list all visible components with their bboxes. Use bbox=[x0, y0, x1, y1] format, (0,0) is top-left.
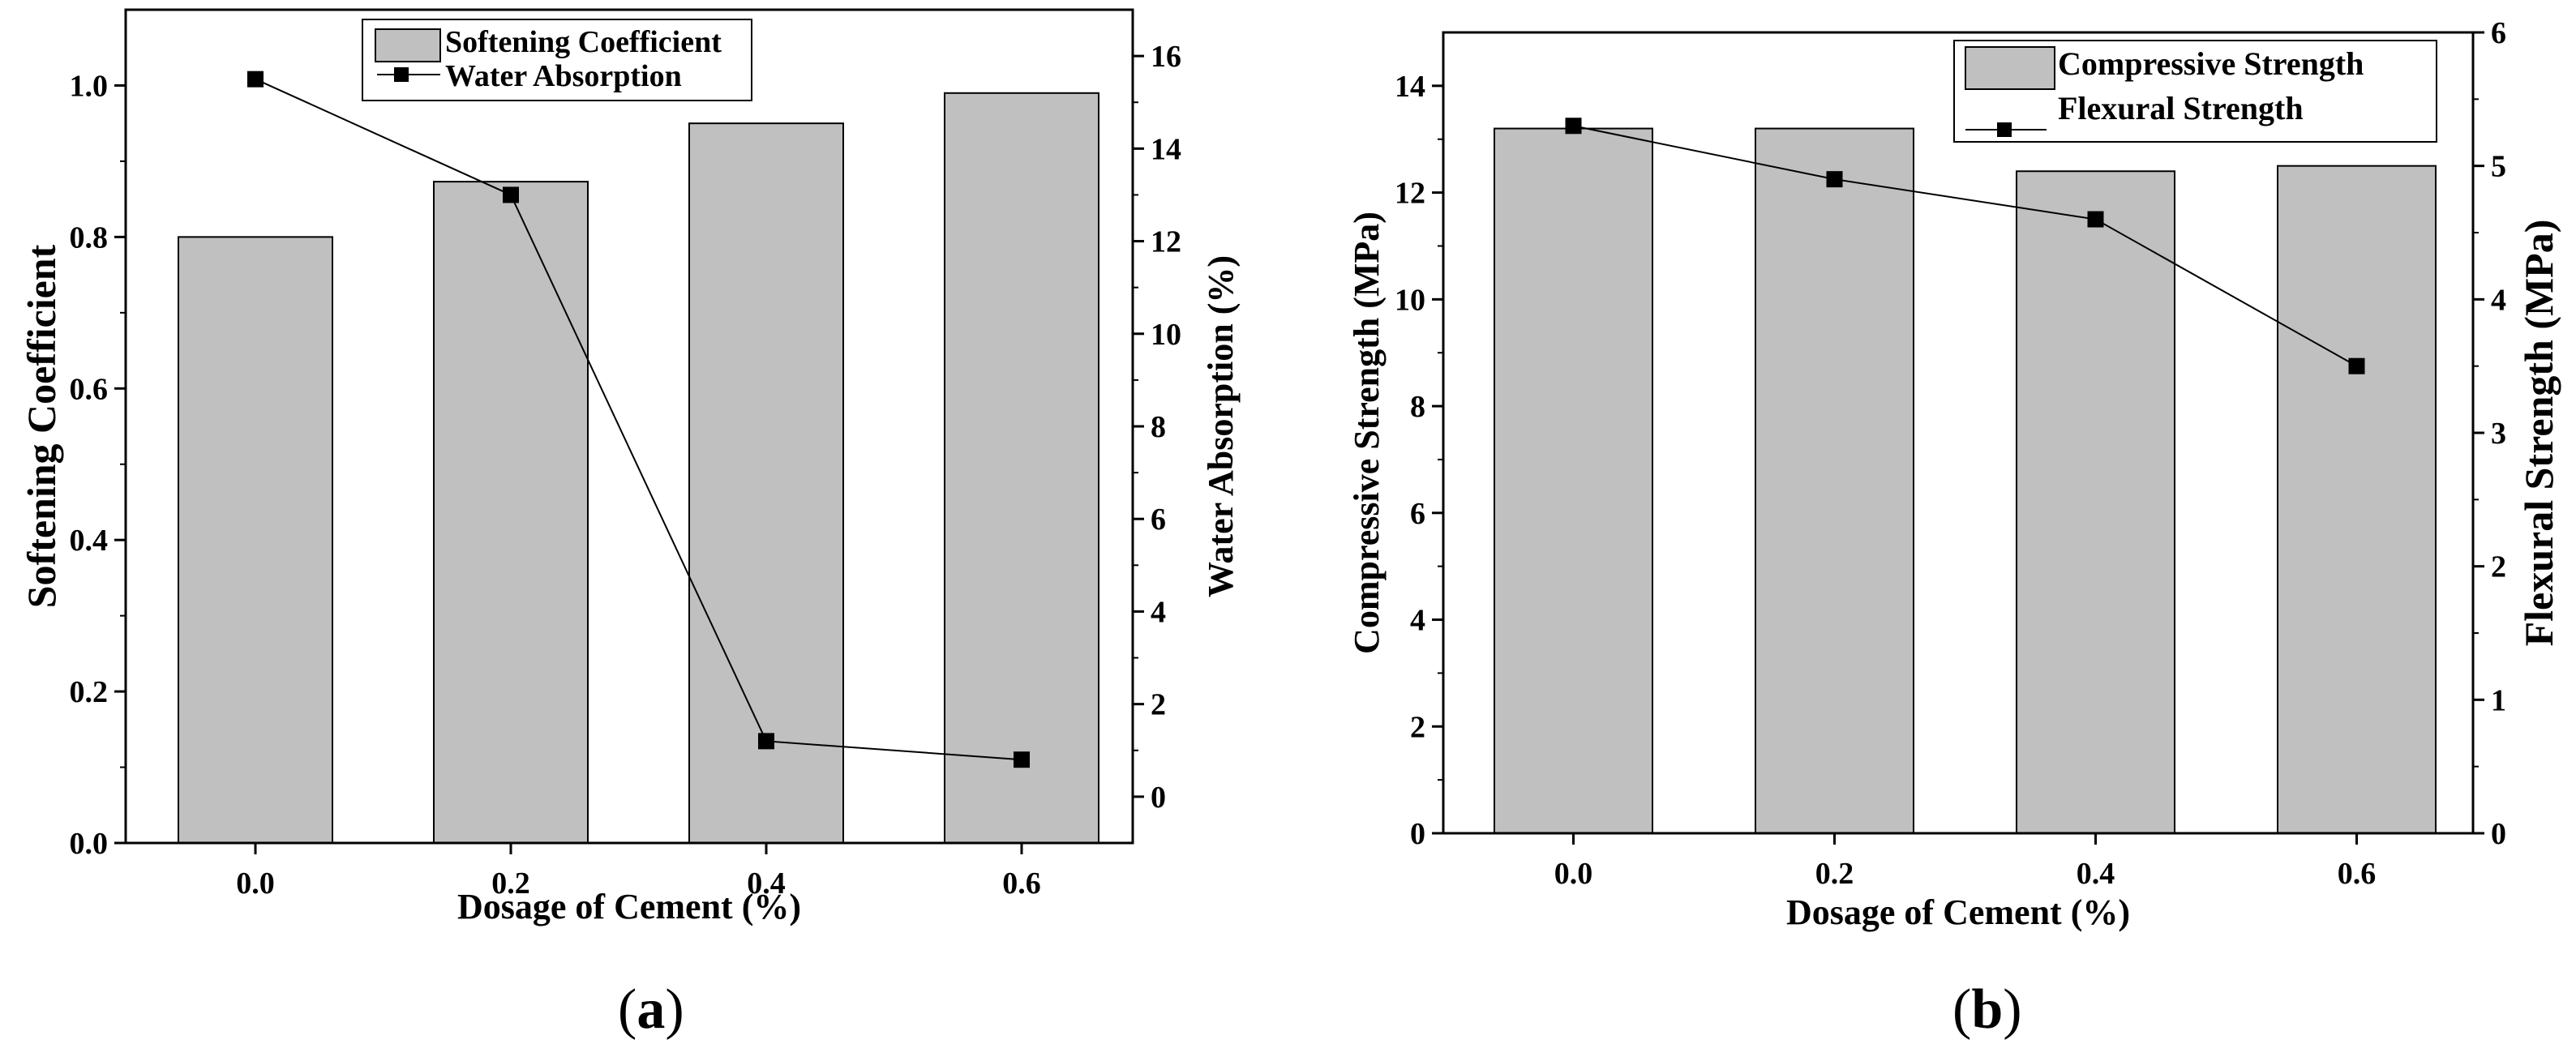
y-tick-label-b-1: 2 bbox=[1410, 710, 1425, 744]
panel-label-close-a: ) bbox=[665, 978, 684, 1041]
legend-swatch-bar-a bbox=[375, 28, 441, 62]
x-axis-title-b: Dosage of Cement (%) bbox=[1786, 892, 2130, 932]
y2-tick-label-a-6: 12 bbox=[1151, 225, 1181, 259]
marker-b-1 bbox=[1826, 171, 1843, 188]
x-tick-label-a-3: 0.6 bbox=[1002, 866, 1041, 901]
x-tick-label-b-1: 0.2 bbox=[1815, 857, 1854, 891]
bar-a-2 bbox=[688, 122, 844, 844]
bar-a-3 bbox=[944, 92, 1099, 845]
y2-tick-label-b-6: 6 bbox=[2491, 16, 2506, 50]
y-tick-label-a-1: 0.2 bbox=[70, 675, 109, 709]
y-tick-label-b-7: 14 bbox=[1395, 70, 1425, 104]
panel-label-open-a: ( bbox=[618, 978, 636, 1041]
y2-tick-label-b-0: 0 bbox=[2491, 817, 2506, 851]
legend-label-bar-b: Compressive Strength bbox=[2058, 45, 2364, 82]
y-tick-label-b-2: 4 bbox=[1410, 604, 1425, 638]
y-tick-label-b-5: 10 bbox=[1395, 283, 1425, 317]
bar-b-2 bbox=[2016, 170, 2175, 834]
y-tick-label-b-6: 12 bbox=[1395, 177, 1425, 211]
series-line-a bbox=[255, 78, 1022, 761]
y2-tick-label-a-0: 0 bbox=[1151, 781, 1166, 815]
y2-tick-label-b-5: 5 bbox=[2491, 150, 2506, 184]
x-tick-label-b-2: 0.4 bbox=[2077, 857, 2115, 891]
y2-tick-label-a-1: 2 bbox=[1151, 688, 1166, 722]
panel-label-letter-b: b bbox=[1971, 978, 2003, 1041]
y2-axis-title-b: Flexural Strength (MPa) bbox=[2516, 220, 2561, 647]
x-tick-label-a-2: 0.4 bbox=[747, 866, 786, 901]
y-tick-label-b-4: 8 bbox=[1410, 390, 1425, 424]
x-axis-title-a: Dosage of Cement (%) bbox=[457, 887, 801, 926]
y-tick-label-a-0: 0.0 bbox=[70, 827, 109, 861]
y2-tick-label-a-7: 14 bbox=[1151, 132, 1181, 166]
y-tick-label-b-3: 6 bbox=[1410, 497, 1425, 531]
y-tick-label-a-4: 0.8 bbox=[70, 220, 109, 255]
panel-label-b: (b) bbox=[1952, 978, 2022, 1041]
panel-label-close-b: ) bbox=[2003, 978, 2021, 1041]
legend-swatch-bar-b bbox=[1965, 46, 2055, 90]
series-line-b bbox=[1573, 125, 2357, 367]
panel-label-letter-a: a bbox=[636, 978, 665, 1041]
y-axis-title-a: Softening Coefficient bbox=[19, 244, 64, 608]
marker-b-2 bbox=[2087, 211, 2104, 228]
marker-b-0 bbox=[1565, 118, 1582, 135]
chart-panel-a: 0.0 0.2 0.4 0.6 0.8 1.0 0 2 4 6 8 10 12 14 16 0.0 0.2 0.4… bbox=[19, 8, 1241, 1041]
y2-axis-title-a: Water Absorption (%) bbox=[1201, 255, 1241, 597]
bar-b-3 bbox=[2277, 165, 2437, 834]
legend-label-bar-a: Softening Coefficient bbox=[445, 25, 722, 59]
y-axis-title-b: Compressive Strength (MPa) bbox=[1347, 212, 1387, 654]
marker-a-0 bbox=[247, 71, 264, 88]
y-tick-label-a-5: 1.0 bbox=[70, 69, 109, 103]
y2-tick-label-a-4: 8 bbox=[1151, 410, 1166, 444]
panel-label-open-b: ( bbox=[1952, 978, 1971, 1041]
marker-a-3 bbox=[1014, 751, 1030, 768]
y2-tick-label-b-1: 1 bbox=[2491, 683, 2506, 717]
legend-swatch-marker-b bbox=[1997, 122, 2012, 137]
x-tick-label-a-0: 0.0 bbox=[236, 866, 275, 901]
legend-label-line-b: Flexural Strength bbox=[2058, 90, 2304, 126]
bar-a-1 bbox=[433, 181, 589, 844]
y2-tick-label-b-2: 2 bbox=[2491, 550, 2506, 584]
bar-a-0 bbox=[178, 236, 333, 844]
y2-tick-label-a-8: 16 bbox=[1151, 40, 1181, 74]
y2-tick-label-a-2: 4 bbox=[1151, 595, 1166, 629]
panel-label-a: (a) bbox=[618, 978, 684, 1041]
legend-b: Compressive Strength Flexural Strength bbox=[1953, 40, 2437, 143]
y-tick-label-a-3: 0.6 bbox=[70, 372, 109, 406]
x-tick-label-a-1: 0.2 bbox=[491, 866, 530, 901]
legend-label-line-a: Water Absorption bbox=[445, 59, 682, 93]
y2-tick-label-b-4: 4 bbox=[2491, 283, 2506, 317]
bar-b-1 bbox=[1755, 127, 1914, 834]
marker-b-3 bbox=[2348, 357, 2365, 374]
y2-tick-label-b-3: 3 bbox=[2491, 417, 2506, 451]
marker-a-1 bbox=[503, 186, 519, 203]
legend-swatch-marker-a bbox=[394, 67, 409, 82]
y2-tick-label-a-3: 6 bbox=[1151, 503, 1166, 537]
y-tick-label-b-0: 0 bbox=[1410, 817, 1425, 851]
y2-tick-label-a-5: 10 bbox=[1151, 318, 1181, 352]
x-tick-label-b-0: 0.0 bbox=[1554, 857, 1593, 891]
bar-b-0 bbox=[1494, 127, 1653, 834]
x-tick-label-b-3: 0.6 bbox=[2338, 857, 2377, 891]
marker-a-2 bbox=[758, 733, 774, 750]
y-tick-label-a-2: 0.4 bbox=[70, 524, 109, 558]
